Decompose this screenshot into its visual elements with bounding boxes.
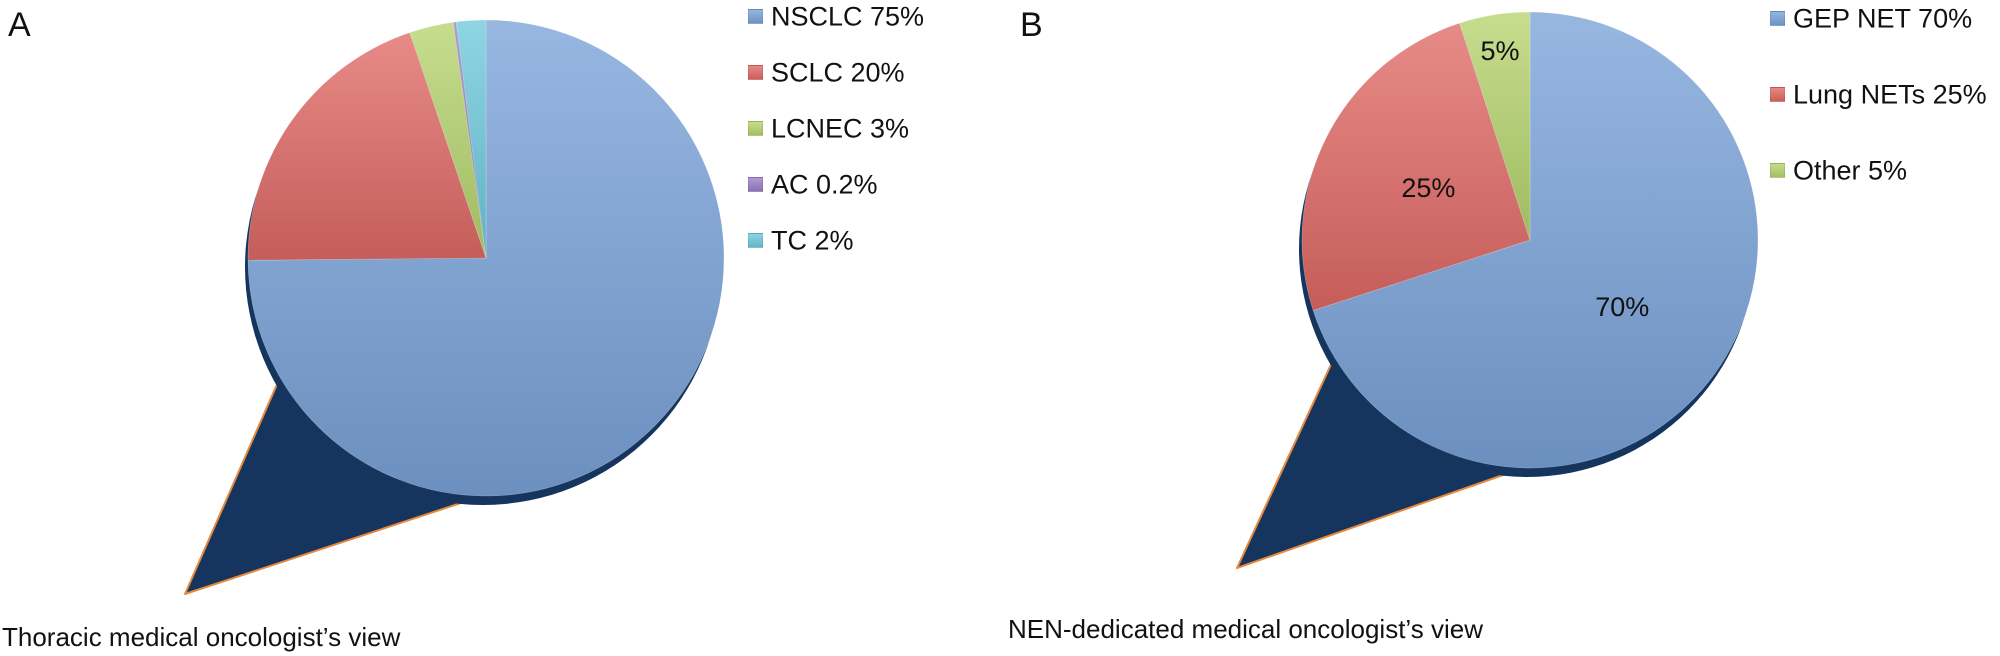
legend-label: Lung NETs 25% [1793, 79, 1987, 110]
pie-slice-gep-net [1312, 11, 1759, 469]
pie-slice-lung-nets [1301, 22, 1531, 311]
legend-label: LCNEC 3% [771, 113, 910, 144]
pie-slice-tc [455, 19, 487, 259]
slice-label: 25% [1401, 173, 1455, 203]
slice-label: 5% [1481, 36, 1520, 66]
pie-slice-other [1459, 11, 1531, 241]
legend-label: Other 5% [1793, 155, 1908, 186]
pie-chart-a [184, 19, 725, 595]
pie-chart-b: 70% 25% 5% [1236, 11, 1759, 569]
legend-item: AC 0.2% [748, 168, 878, 200]
legend-item: TC 2% [748, 224, 854, 256]
legend-item: LCNEC 3% [748, 112, 909, 144]
caption: NEN-dedicated medical oncologist’s view [1008, 614, 1483, 644]
legend-swatch [1770, 11, 1785, 27]
legend-swatch [748, 65, 763, 81]
legend-item: NSCLC 75% [748, 0, 924, 32]
legend-item: Lung NETs 25% [1770, 78, 1987, 110]
legend-swatch [1770, 163, 1785, 179]
legend-label: GEP NET 70% [1793, 3, 1973, 34]
legend-item: GEP NET 70% [1770, 2, 1972, 34]
legend-swatch [748, 233, 763, 249]
panel-b: B 70% 25% 5% GEP NET 70% Lung NETs 25% Other… [1000, 0, 2000, 656]
legend-label: NSCLC 75% [771, 1, 925, 32]
caption: Thoracic medical oncologist’s view [2, 622, 401, 652]
legend-label: SCLC 20% [771, 57, 905, 88]
legend-label: TC 2% [771, 225, 854, 256]
legend-swatch [748, 121, 763, 137]
slice-label: 70% [1595, 292, 1649, 322]
legend-swatch [748, 177, 763, 193]
pie-slice-nsclc [247, 19, 725, 497]
panel-letter: B [1020, 6, 1043, 44]
legend-item: SCLC 20% [748, 56, 905, 88]
pie-slice-ac [452, 21, 487, 259]
panel-letter: A [8, 6, 31, 44]
legend-label: AC 0.2% [771, 169, 878, 200]
panel-a: A NSCLC 75% SCLC 20% LCNEC 3% AC 0.2% TC 2% … [2, 0, 924, 652]
legend-item: Other 5% [1770, 154, 1907, 186]
pie-slice-sclc [247, 32, 487, 261]
pie-slice-lcnec [409, 21, 487, 259]
legend-swatch [748, 9, 763, 25]
legend-swatch [1770, 87, 1785, 103]
